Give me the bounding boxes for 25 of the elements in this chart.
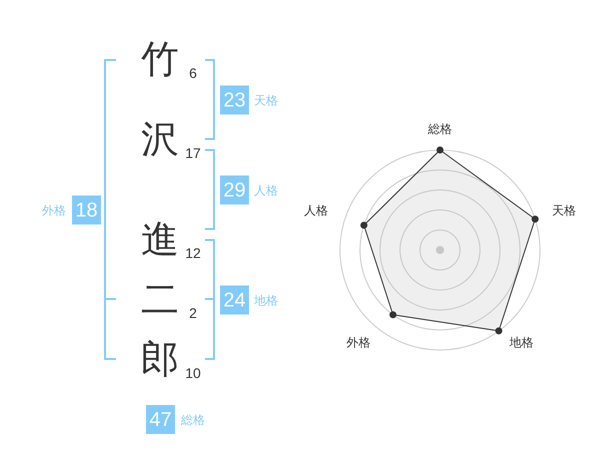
category-label: 郎 (141, 339, 179, 381)
category-label: 竹 (141, 39, 179, 81)
category-label: 総格 (180, 413, 205, 427)
data-label: 10 (185, 365, 201, 381)
data-label: 24 (223, 290, 246, 312)
spoke-label: 総格 (427, 122, 452, 136)
data-label: 17 (185, 145, 201, 161)
data-label: 2 (189, 305, 198, 321)
data-label: 47 (149, 409, 172, 431)
category-label: 地格 (253, 294, 278, 308)
data-label: 18 (75, 200, 98, 222)
category-label: 外格 (42, 204, 66, 218)
category-label: 沢 (141, 119, 179, 161)
spoke-label: 人格 (304, 204, 328, 218)
spoke-label: 外格 (346, 335, 371, 350)
category-label: 天格 (254, 94, 278, 108)
data-label: 12 (185, 245, 201, 261)
category-label: 進 (141, 219, 179, 261)
data-label: 23 (223, 90, 246, 112)
data-label: 29 (223, 180, 246, 202)
category-label: 二 (141, 279, 179, 321)
spoke-label: 地格 (508, 335, 534, 350)
category-label: 人格 (254, 184, 278, 198)
data-label: 6 (189, 65, 198, 81)
spoke-label: 天格 (552, 204, 576, 218)
